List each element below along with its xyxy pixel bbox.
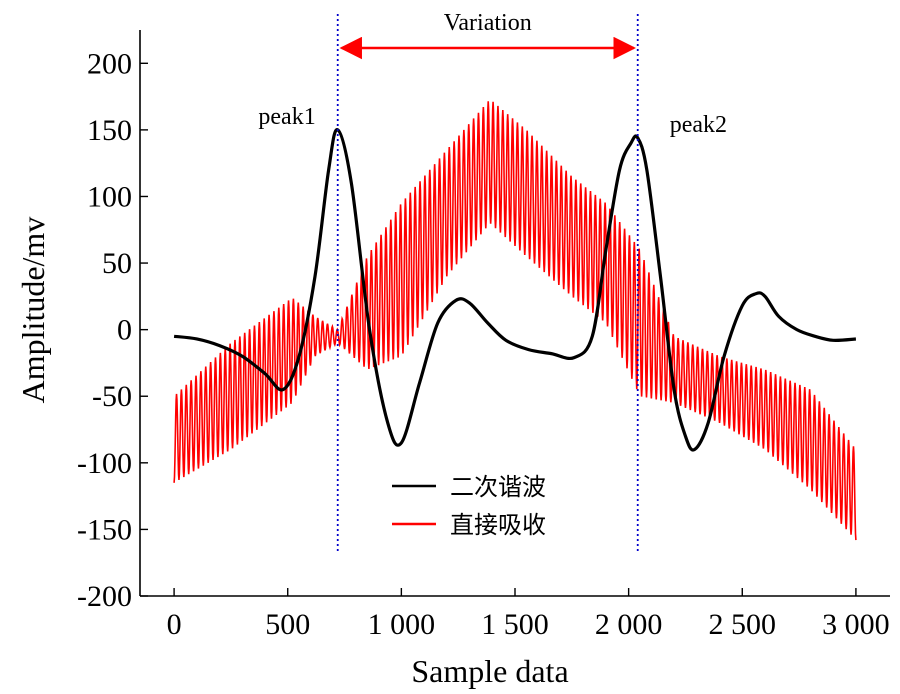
y-axis-title: Amplitude/mv: [15, 217, 51, 404]
peak2-label: peak2: [670, 112, 727, 138]
y-tick-label: 200: [87, 47, 132, 80]
legend-label-harmonic: 二次谐波: [450, 473, 546, 501]
x-tick-label: 2 000: [595, 608, 663, 641]
x-tick-label: 1 500: [481, 608, 549, 641]
annotation-layer: Variation peak1 peak2: [258, 10, 727, 138]
x-tick-label: 500: [265, 608, 310, 641]
series-layer: [173, 101, 857, 541]
legend-label-direct: 直接吸收: [450, 511, 546, 539]
variation-label: Variation: [444, 10, 532, 36]
y-tick-label: 100: [87, 180, 132, 213]
x-tick-label: 1 000: [368, 608, 436, 641]
peak1-label: peak1: [258, 104, 315, 130]
legend: 二次谐波 直接吸收: [392, 473, 546, 539]
y-tick-label: -150: [77, 513, 132, 546]
x-tick-label: 3 000: [822, 608, 890, 641]
series-line-direct-absorption: [173, 101, 857, 541]
axes: 0 500 1 000 1 500 2 000 2 500 3 000 2001501005…: [77, 30, 890, 641]
x-axis-title: Sample data: [411, 653, 568, 689]
y-tick-label: 150: [87, 114, 132, 147]
y-ticks: 200 150 100 50 0 -50 -100 -150 -200: [77, 47, 148, 613]
plot-area: [173, 14, 857, 552]
y-tick-label: -50: [92, 380, 132, 413]
y-tick-label: -200: [77, 580, 132, 613]
x-ticks: 0 500 1 000 1 500 2 000 2 500 3 000: [167, 588, 890, 641]
series-line-second-harmonic: [173, 128, 857, 452]
x-tick-label: 2 500: [709, 608, 777, 641]
y-tick-label: -100: [77, 447, 132, 480]
y-tick-label: 50: [102, 247, 132, 280]
y-tick-label: 0: [117, 314, 132, 347]
x-tick-label: 0: [167, 608, 182, 641]
